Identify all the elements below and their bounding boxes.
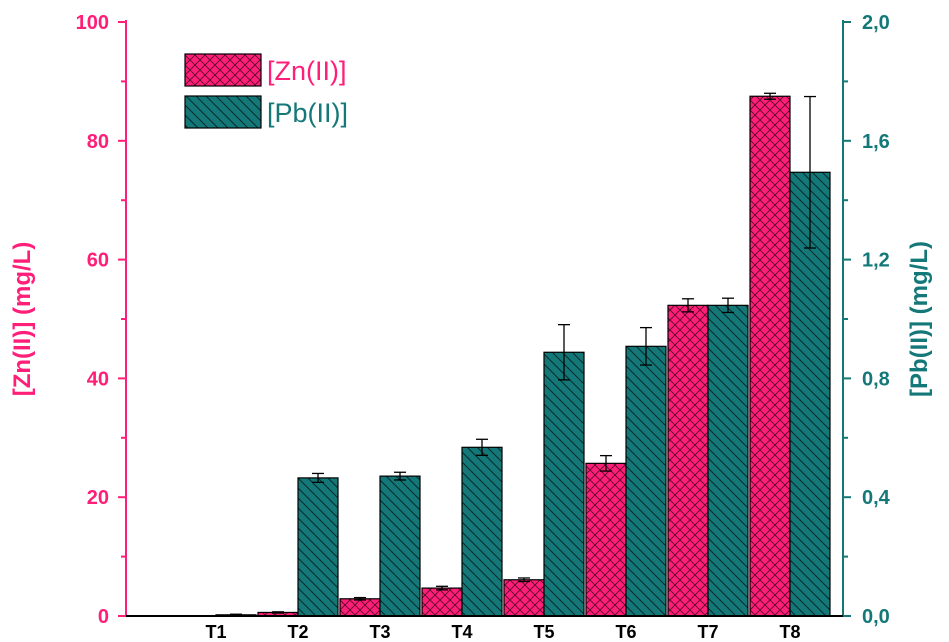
x-tick-label-t8: T8	[779, 622, 800, 642]
zn-errorbar-t7	[682, 298, 694, 313]
left-tick-label: 20	[87, 487, 109, 509]
right-axis-title: [Pb(II)] (mg/L)	[906, 241, 933, 397]
pb-errorbar-t6	[640, 326, 652, 366]
zn-errorbar-t6	[600, 454, 612, 472]
left-axis-title: [Zn(II)] (mg/L)	[9, 242, 36, 397]
pb-bar-t6	[625, 345, 667, 617]
right-tick-label: 0,4	[862, 487, 891, 509]
x-tick-label-t2: T2	[287, 622, 308, 642]
zn-errorbar-t3	[354, 596, 366, 601]
zn-errorbar-t4	[436, 585, 448, 591]
x-tick-label-t7: T7	[697, 622, 718, 642]
pb-errorbar-t7	[722, 297, 734, 314]
zn-bar-t5	[503, 579, 545, 617]
left-tick-label: 80	[87, 131, 109, 153]
zn-bar-t3	[339, 598, 381, 617]
pb-errorbar-t3	[394, 471, 406, 481]
right-tick-label: 0,8	[862, 368, 890, 390]
left-tick-label: 100	[76, 12, 109, 34]
zn-bar-t4	[421, 587, 463, 617]
zn-errorbar-t2	[272, 611, 284, 614]
right-tick-label: 1,6	[862, 131, 890, 153]
pb-errorbar-t5	[558, 323, 570, 381]
zn-errorbar-t8	[764, 92, 776, 100]
legend-swatch-pb	[184, 95, 262, 129]
pb-bar-t3	[379, 475, 421, 617]
left-tick-label: 40	[87, 368, 109, 390]
left-tick-label: 60	[87, 250, 109, 272]
x-tick-label-t4: T4	[451, 622, 472, 642]
pb-bar-t5	[543, 351, 585, 617]
legend: [Zn(II)] [Pb(II)]	[184, 53, 348, 129]
legend-label-zn: [Zn(II)]	[267, 56, 347, 86]
legend-swatch-zn	[184, 53, 262, 87]
pb-bar-t2	[297, 477, 339, 617]
pb-errorbar-t2	[312, 472, 324, 484]
axes: T1 T2 T3 T4 T5 T6 T7 T8 0 20 40 60 80 100 [Zn(II)] (mg…	[9, 12, 933, 642]
pb-bar-t4	[461, 446, 503, 617]
pb-bar-t7	[707, 304, 749, 617]
zn-errorbar-t5	[518, 577, 530, 583]
right-tick-label: 2,0	[862, 12, 890, 34]
right-tick-label: 0,0	[862, 606, 890, 628]
pb-errorbar-t8	[804, 95, 816, 249]
legend-label-pb: [Pb(II)]	[267, 98, 348, 128]
zn-bar-t6	[585, 462, 627, 617]
pb-errorbar-t4	[476, 438, 488, 456]
left-tick-label: 0	[98, 606, 109, 628]
zn-bar-t7	[667, 304, 709, 617]
plot-area	[215, 92, 831, 617]
right-tick-label: 1,2	[862, 250, 890, 272]
x-tick-label-t6: T6	[615, 622, 636, 642]
zn-bar-t8	[749, 95, 791, 617]
x-tick-label-t5: T5	[533, 622, 554, 642]
x-tick-label-t3: T3	[369, 622, 390, 642]
x-tick-label-t1: T1	[205, 622, 226, 642]
